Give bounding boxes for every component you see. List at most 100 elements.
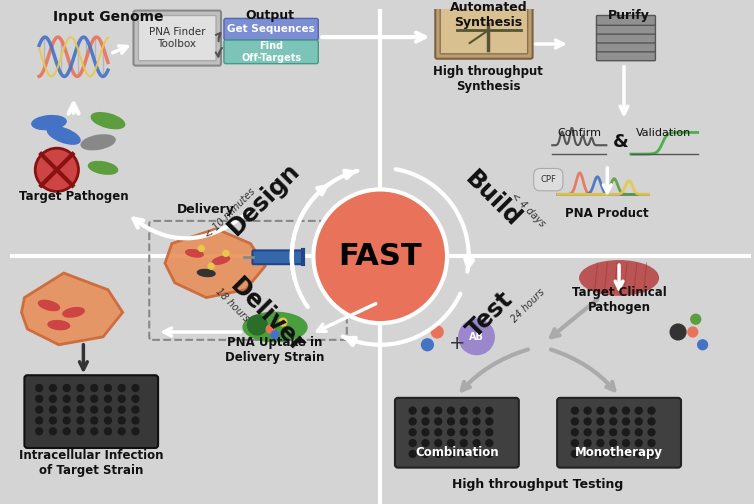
Circle shape <box>132 417 139 424</box>
Circle shape <box>584 451 591 457</box>
Circle shape <box>670 324 686 340</box>
Circle shape <box>50 417 57 424</box>
Circle shape <box>77 385 84 392</box>
Ellipse shape <box>38 300 60 310</box>
Circle shape <box>623 429 630 435</box>
Circle shape <box>77 417 84 424</box>
Circle shape <box>90 417 97 424</box>
Text: Output: Output <box>246 9 295 22</box>
Circle shape <box>648 407 655 414</box>
Circle shape <box>461 429 467 435</box>
Circle shape <box>636 451 642 457</box>
Polygon shape <box>165 229 265 297</box>
Text: Find
Off-Targets: Find Off-Targets <box>241 41 301 62</box>
FancyBboxPatch shape <box>224 40 318 64</box>
Ellipse shape <box>198 270 215 277</box>
Ellipse shape <box>63 307 84 317</box>
Circle shape <box>35 385 42 392</box>
Circle shape <box>486 439 493 447</box>
Circle shape <box>461 451 467 457</box>
Circle shape <box>50 406 57 413</box>
Text: Get Sequences: Get Sequences <box>227 24 315 34</box>
Circle shape <box>636 418 642 425</box>
Circle shape <box>610 407 617 414</box>
Circle shape <box>648 451 655 457</box>
Text: FAST: FAST <box>339 242 422 271</box>
Text: Intracellular Infection
of Target Strain: Intracellular Infection of Target Strain <box>19 449 164 477</box>
Circle shape <box>118 417 125 424</box>
Circle shape <box>223 250 229 257</box>
Circle shape <box>584 429 591 435</box>
FancyBboxPatch shape <box>133 11 221 66</box>
Circle shape <box>132 428 139 435</box>
Ellipse shape <box>91 113 124 129</box>
Circle shape <box>461 418 467 425</box>
Circle shape <box>35 406 42 413</box>
Circle shape <box>132 385 139 392</box>
Circle shape <box>584 407 591 414</box>
Ellipse shape <box>32 115 66 130</box>
Circle shape <box>50 428 57 435</box>
Circle shape <box>422 407 429 414</box>
Circle shape <box>63 385 70 392</box>
Text: Delivery: Delivery <box>177 203 235 216</box>
Circle shape <box>448 451 455 457</box>
Circle shape <box>77 428 84 435</box>
Circle shape <box>648 429 655 435</box>
Text: CPF: CPF <box>541 175 556 184</box>
Circle shape <box>409 418 416 425</box>
Circle shape <box>198 245 204 251</box>
Circle shape <box>572 451 578 457</box>
Circle shape <box>118 395 125 402</box>
Circle shape <box>105 385 112 392</box>
Circle shape <box>271 331 279 339</box>
Circle shape <box>409 451 416 457</box>
Circle shape <box>422 429 429 435</box>
Circle shape <box>431 326 443 338</box>
Text: 18 hours: 18 hours <box>214 287 252 324</box>
Circle shape <box>473 451 480 457</box>
FancyBboxPatch shape <box>139 16 216 60</box>
Circle shape <box>459 319 494 355</box>
Circle shape <box>486 451 493 457</box>
Circle shape <box>610 451 617 457</box>
Circle shape <box>636 439 642 447</box>
Text: High throughput
Synthesis: High throughput Synthesis <box>434 66 544 93</box>
Circle shape <box>584 439 591 447</box>
Text: Design: Design <box>223 158 305 240</box>
Text: Build: Build <box>461 167 526 232</box>
Circle shape <box>448 407 455 414</box>
Circle shape <box>610 429 617 435</box>
Ellipse shape <box>243 312 307 342</box>
Circle shape <box>266 325 274 333</box>
Circle shape <box>610 418 617 425</box>
Circle shape <box>118 385 125 392</box>
FancyBboxPatch shape <box>596 42 655 52</box>
Circle shape <box>105 417 112 424</box>
Circle shape <box>409 407 416 414</box>
Circle shape <box>132 395 139 402</box>
Circle shape <box>105 406 112 413</box>
Circle shape <box>421 339 434 351</box>
Text: Input Genome: Input Genome <box>53 11 163 25</box>
Circle shape <box>63 428 70 435</box>
Circle shape <box>572 418 578 425</box>
Text: High throughput Testing: High throughput Testing <box>452 478 623 491</box>
Circle shape <box>105 395 112 402</box>
Circle shape <box>35 148 78 192</box>
FancyBboxPatch shape <box>557 398 681 468</box>
Circle shape <box>63 395 70 402</box>
FancyBboxPatch shape <box>596 24 655 34</box>
Circle shape <box>648 439 655 447</box>
Circle shape <box>572 407 578 414</box>
Circle shape <box>597 418 604 425</box>
Circle shape <box>486 407 493 414</box>
Circle shape <box>422 451 429 457</box>
Circle shape <box>636 429 642 435</box>
Circle shape <box>435 407 442 414</box>
Circle shape <box>473 429 480 435</box>
Circle shape <box>473 407 480 414</box>
Ellipse shape <box>213 256 229 264</box>
Circle shape <box>90 428 97 435</box>
Circle shape <box>623 439 630 447</box>
